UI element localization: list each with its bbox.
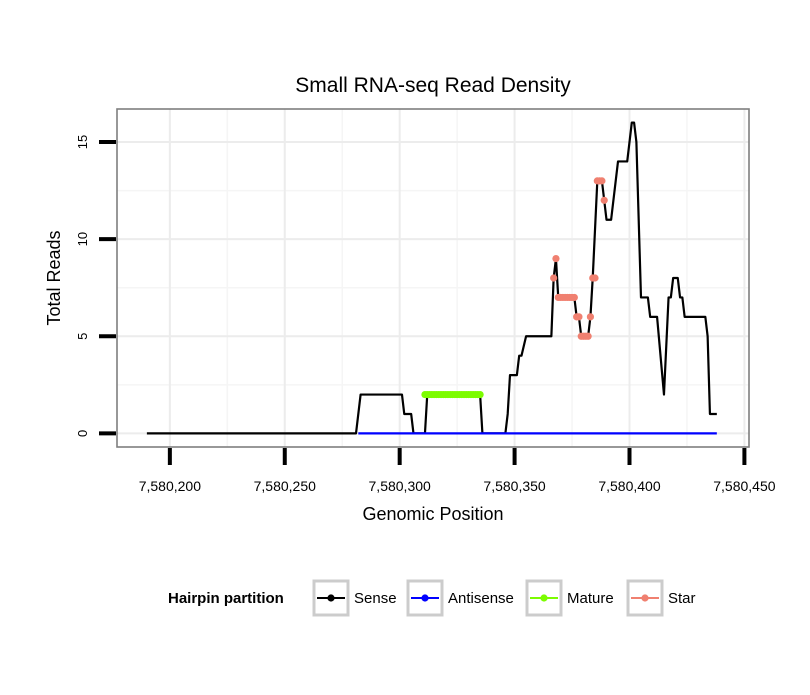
star-point xyxy=(586,313,595,321)
legend-title: Hairpin partition xyxy=(168,590,284,607)
legend: Hairpin partition Sense Antisense Mature St… xyxy=(168,579,696,617)
x-tick-label: 7,580,250 xyxy=(254,478,316,494)
star-point xyxy=(570,293,578,302)
grid-layer xyxy=(117,109,749,447)
mature-series xyxy=(421,390,484,399)
legend-key-dot xyxy=(641,594,649,602)
legend-key-dot xyxy=(421,594,429,602)
sense-line xyxy=(146,121,717,435)
y-tick-label: 0 xyxy=(75,430,90,437)
chart-title: Small RNA-seq Read Density xyxy=(295,74,571,97)
legend-label-mature: Mature xyxy=(567,590,614,607)
legend-entry-antisense: Antisense xyxy=(406,579,514,617)
star-point xyxy=(575,313,583,321)
legend-entry-sense: Sense xyxy=(312,579,397,617)
star-point xyxy=(550,274,558,282)
legend-entry-star: Star xyxy=(626,579,696,617)
legend-label-star: Star xyxy=(668,590,696,607)
y-tick-label: 5 xyxy=(75,333,90,340)
series-layer xyxy=(146,121,717,435)
star-point xyxy=(552,254,560,263)
axis-layer: 7,580,200 7,580,250 7,580,300 7,580,350 7,58… xyxy=(75,135,776,494)
x-axis-label: Genomic Position xyxy=(362,504,503,524)
legend-key-dot xyxy=(540,594,548,602)
x-tick-label: 7,580,450 xyxy=(713,478,775,494)
sense-series xyxy=(146,121,717,435)
legend-entry-mature: Mature xyxy=(525,579,614,617)
x-tick-label: 7,580,400 xyxy=(598,478,660,494)
y-tick-label: 15 xyxy=(75,135,90,149)
star-point xyxy=(600,196,608,204)
legend-label-antisense: Antisense xyxy=(448,590,514,607)
legend-key-dot xyxy=(327,594,335,602)
legend-label-sense: Sense xyxy=(354,590,397,607)
plot-panel-border xyxy=(116,108,750,448)
x-tick-label: 7,580,200 xyxy=(139,478,201,494)
star-point xyxy=(584,332,592,340)
x-tick-label: 7,580,300 xyxy=(369,478,431,494)
y-tick-label: 10 xyxy=(75,232,90,246)
star-point xyxy=(598,177,606,185)
mature-point xyxy=(476,390,484,399)
star-series xyxy=(550,177,608,340)
star-point xyxy=(591,274,599,282)
legend-entries: Sense Antisense Mature Star xyxy=(312,579,696,617)
x-tick-label: 7,580,350 xyxy=(483,478,545,494)
y-axis-label: Total Reads xyxy=(44,230,64,325)
